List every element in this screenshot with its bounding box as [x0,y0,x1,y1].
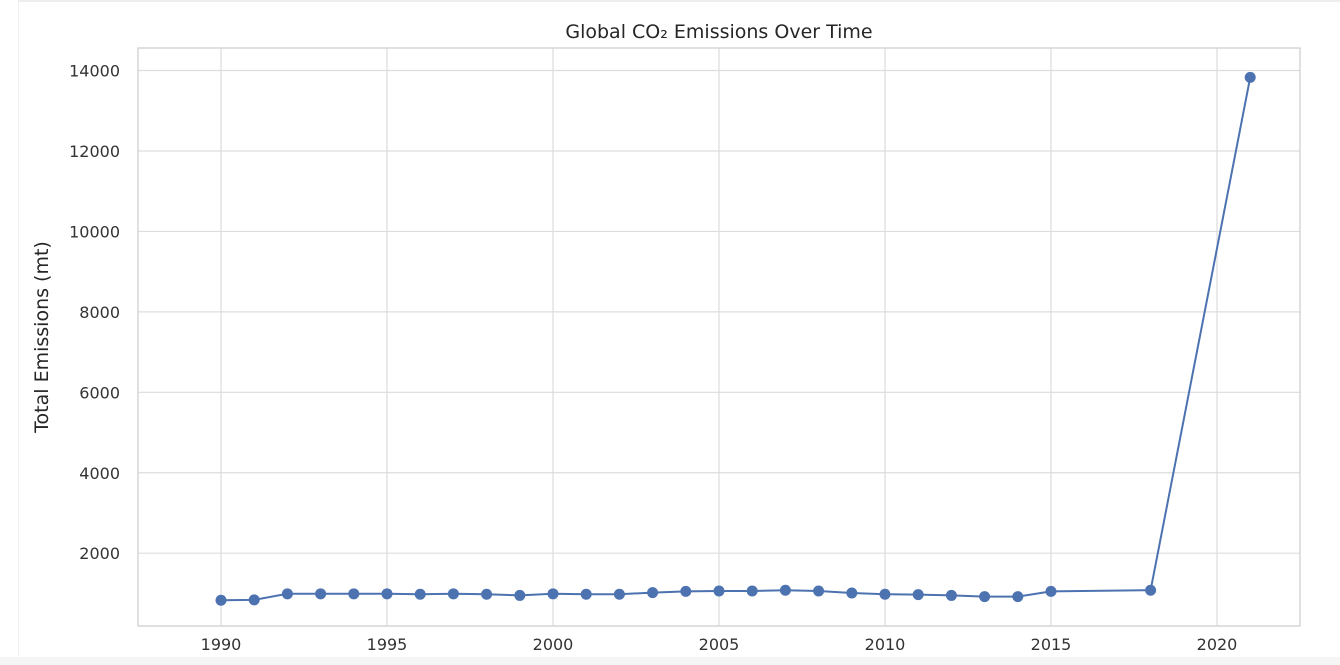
data-point [912,589,924,601]
data-point [1012,591,1024,603]
left-border [18,0,19,665]
y-tick-label: 8000 [79,303,120,322]
data-point [381,588,393,600]
data-point [281,588,293,600]
data-point [315,588,327,600]
data-point [414,588,426,600]
x-tick-label: 2015 [1031,635,1072,654]
chart-title: Global CO₂ Emissions Over Time [565,21,872,43]
data-point [1045,585,1057,597]
data-point [613,588,625,600]
data-point [713,585,725,597]
data-point [1145,584,1157,596]
data-point [647,587,659,599]
y-tick-label: 4000 [79,464,120,483]
data-point [248,594,260,606]
bottom-border [0,657,1340,665]
plot-area-border [137,47,1301,627]
x-tick-label: 2005 [699,635,740,654]
data-point [447,588,459,600]
data-point [680,585,692,597]
y-axis-ticks: 2000 4000 6000 8000 10000 12000 14000 [69,62,120,564]
data-point [514,589,526,601]
y-tick-label: 14000 [69,62,120,81]
top-border [18,0,1340,2]
data-point [348,588,360,600]
data-point [746,585,758,597]
y-tick-label: 2000 [79,544,120,563]
y-axis-label: Total Emissions (mt) [31,241,53,434]
data-point [879,588,891,600]
x-tick-label: 2020 [1197,635,1238,654]
data-point [481,588,493,600]
x-tick-label: 2000 [533,635,574,654]
x-tick-label: 1995 [367,635,408,654]
data-point [813,585,825,597]
y-tick-label: 6000 [79,383,120,402]
data-point [580,588,592,600]
data-point [779,584,791,596]
data-point [547,588,559,600]
x-axis-ticks: 1990 1995 2000 2005 2010 2015 2020 [201,635,1238,654]
data-point [945,589,957,601]
grid-lines [138,48,1300,626]
data-point [846,587,858,599]
x-tick-label: 1990 [201,635,242,654]
y-tick-label: 12000 [69,142,120,161]
data-point [979,591,991,603]
data-point [215,594,227,606]
x-tick-label: 2010 [865,635,906,654]
data-point [1244,71,1256,83]
series-line [220,77,1252,602]
series-layer [215,71,1256,606]
y-tick-label: 10000 [69,222,120,241]
